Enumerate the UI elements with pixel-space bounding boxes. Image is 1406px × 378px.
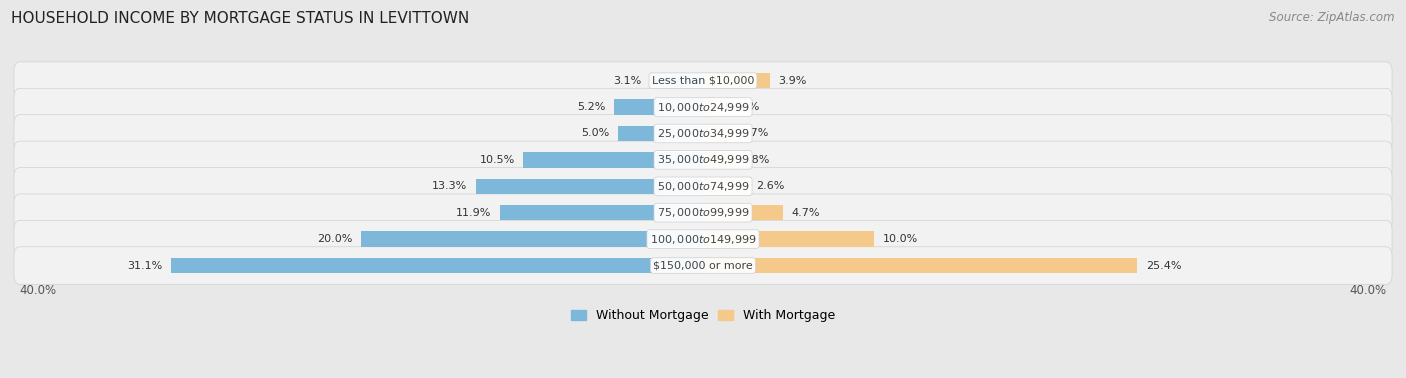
Bar bbox=[703, 126, 733, 141]
Text: $10,000 to $24,999: $10,000 to $24,999 bbox=[657, 101, 749, 113]
Text: 0.76%: 0.76% bbox=[724, 102, 759, 112]
Bar bbox=[475, 179, 703, 194]
FancyBboxPatch shape bbox=[14, 62, 1392, 99]
Text: 1.7%: 1.7% bbox=[741, 129, 769, 138]
Text: $35,000 to $49,999: $35,000 to $49,999 bbox=[657, 153, 749, 166]
Text: 25.4%: 25.4% bbox=[1146, 260, 1181, 271]
Text: $75,000 to $99,999: $75,000 to $99,999 bbox=[657, 206, 749, 219]
Bar bbox=[703, 73, 769, 88]
Bar bbox=[172, 258, 703, 273]
Bar bbox=[703, 179, 748, 194]
Text: 10.5%: 10.5% bbox=[479, 155, 515, 165]
Bar bbox=[703, 258, 1137, 273]
Text: $25,000 to $34,999: $25,000 to $34,999 bbox=[657, 127, 749, 140]
Text: 3.9%: 3.9% bbox=[779, 76, 807, 86]
FancyBboxPatch shape bbox=[14, 247, 1392, 284]
Text: Less than $10,000: Less than $10,000 bbox=[652, 76, 754, 86]
Bar bbox=[703, 152, 734, 167]
Text: 3.1%: 3.1% bbox=[613, 76, 641, 86]
Legend: Without Mortgage, With Mortgage: Without Mortgage, With Mortgage bbox=[565, 304, 841, 327]
FancyBboxPatch shape bbox=[14, 167, 1392, 205]
Text: 5.0%: 5.0% bbox=[581, 129, 609, 138]
FancyBboxPatch shape bbox=[14, 141, 1392, 179]
Text: $150,000 or more: $150,000 or more bbox=[654, 260, 752, 271]
Text: $100,000 to $149,999: $100,000 to $149,999 bbox=[650, 232, 756, 246]
Text: 10.0%: 10.0% bbox=[883, 234, 918, 244]
FancyBboxPatch shape bbox=[14, 194, 1392, 231]
Text: 2.6%: 2.6% bbox=[756, 181, 785, 191]
Text: Source: ZipAtlas.com: Source: ZipAtlas.com bbox=[1270, 11, 1395, 24]
Bar bbox=[361, 231, 703, 247]
Bar bbox=[523, 152, 703, 167]
Bar bbox=[703, 231, 875, 247]
Text: HOUSEHOLD INCOME BY MORTGAGE STATUS IN LEVITTOWN: HOUSEHOLD INCOME BY MORTGAGE STATUS IN L… bbox=[11, 11, 470, 26]
Text: 11.9%: 11.9% bbox=[456, 208, 491, 218]
Text: 40.0%: 40.0% bbox=[1350, 284, 1386, 297]
Text: 1.8%: 1.8% bbox=[742, 155, 770, 165]
FancyBboxPatch shape bbox=[14, 88, 1392, 126]
Bar bbox=[703, 205, 783, 220]
Text: 13.3%: 13.3% bbox=[432, 181, 467, 191]
Text: $50,000 to $74,999: $50,000 to $74,999 bbox=[657, 180, 749, 193]
Bar bbox=[614, 99, 703, 115]
Bar bbox=[617, 126, 703, 141]
Bar bbox=[499, 205, 703, 220]
Text: 4.7%: 4.7% bbox=[792, 208, 821, 218]
Text: 31.1%: 31.1% bbox=[128, 260, 163, 271]
Text: 5.2%: 5.2% bbox=[578, 102, 606, 112]
Text: 20.0%: 20.0% bbox=[318, 234, 353, 244]
FancyBboxPatch shape bbox=[14, 220, 1392, 258]
FancyBboxPatch shape bbox=[14, 115, 1392, 152]
Bar bbox=[650, 73, 703, 88]
Text: 40.0%: 40.0% bbox=[20, 284, 56, 297]
Bar bbox=[703, 99, 716, 115]
